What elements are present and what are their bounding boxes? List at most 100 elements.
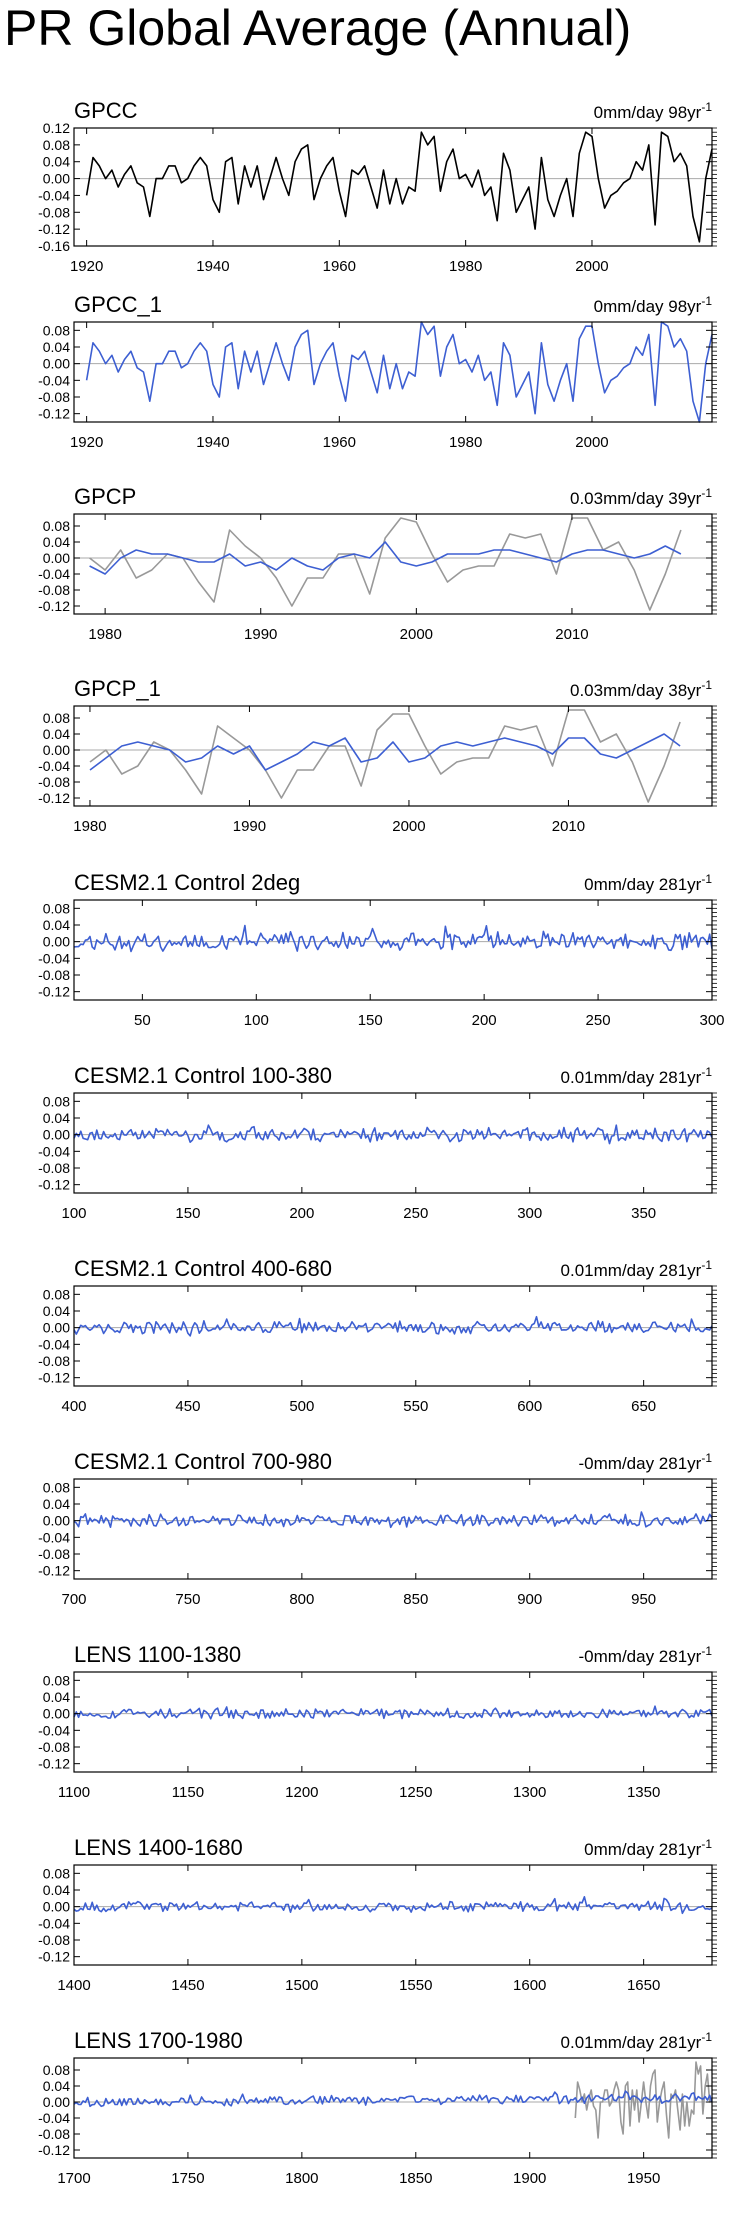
series-line-0 (73, 1705, 713, 1720)
x-tick-label: 1450 (171, 1977, 204, 1994)
y-tick-label: -0.12 (38, 984, 70, 1000)
y-tick-label: -0.04 (38, 1529, 70, 1545)
series-line-1 (89, 541, 682, 575)
x-tick-label: 250 (403, 1205, 428, 1222)
y-tick-label: -0.04 (38, 1336, 70, 1352)
y-tick-label: 0.00 (43, 550, 70, 566)
x-tick-label: 1920 (70, 434, 103, 451)
chart-title: LENS 1400-1680 (74, 1835, 243, 1860)
x-tick-label: 1990 (233, 818, 266, 835)
chart-panel-3: GPCP_1 0.03mm/day 38yr-1 0.080.040.00-0.04… (38, 676, 717, 835)
y-tick-label: 0.04 (43, 1303, 70, 1319)
series-line-0 (574, 2061, 713, 2139)
chart-panel-0: GPCC 0mm/day 98yr-10.120.080.040.00-0.04-… (38, 98, 717, 275)
x-tick-label: 1960 (323, 434, 356, 451)
y-tick-label: -0.08 (38, 967, 70, 983)
series-line-0 (73, 1124, 713, 1145)
x-tick-label: 1850 (399, 2170, 432, 2187)
x-tick-label: 1150 (172, 1784, 204, 1801)
x-tick-label: 1960 (323, 258, 356, 275)
series-line-1 (73, 2090, 713, 2108)
chart-panel-5: CESM2.1 Control 100-380 0.01mm/day 281yr-… (38, 1063, 717, 1222)
y-tick-label: 0.00 (43, 1320, 70, 1336)
chart-panel-9: LENS 1400-1680 0mm/day 281yr-1 0.080.040.0… (38, 1835, 717, 1994)
y-tick-label: 0.04 (43, 339, 70, 355)
x-tick-label: 1550 (399, 1977, 432, 1994)
x-tick-label: 800 (289, 1591, 314, 1608)
y-tick-label: 0.08 (43, 2062, 70, 2078)
y-tick-label: -0.08 (38, 389, 70, 405)
chart-stat-label: -0mm/day 281yr-1 (579, 1644, 713, 1666)
series-line-0 (85, 321, 713, 423)
x-tick-label: 750 (175, 1591, 200, 1608)
y-tick-label: 0.08 (43, 900, 70, 916)
x-tick-label: 150 (175, 1205, 200, 1222)
x-tick-label: 300 (517, 1205, 542, 1222)
y-tick-label: 0.08 (43, 1672, 70, 1688)
plot-frame (73, 321, 713, 423)
x-tick-label: 500 (289, 1398, 314, 1415)
x-tick-label: 850 (403, 1591, 428, 1608)
x-tick-label: 200 (289, 1205, 314, 1222)
x-tick-label: 2000 (400, 626, 433, 643)
series-line-0 (89, 709, 681, 803)
y-tick-label: 0.04 (43, 917, 70, 933)
chart-panel-4: CESM2.1 Control 2deg 0mm/day 281yr-10.080… (38, 870, 724, 1029)
y-tick-label: 0.00 (43, 1127, 70, 1143)
series-line-0 (73, 1315, 713, 1337)
x-tick-label: 150 (358, 1012, 383, 1029)
plot-frame (73, 1864, 713, 1966)
y-tick-label: 0.04 (43, 154, 70, 170)
y-tick-label: 0.00 (43, 1513, 70, 1529)
y-tick-label: -0.08 (38, 1739, 70, 1755)
y-tick-label: -0.04 (38, 566, 70, 582)
y-tick-label: 0.04 (43, 2078, 70, 2094)
x-tick-label: 1350 (627, 1784, 660, 1801)
y-tick-label: 0.08 (43, 1479, 70, 1495)
x-tick-label: 450 (175, 1398, 200, 1415)
y-tick-label: 0.08 (43, 710, 70, 726)
y-tick-label: -0.04 (38, 1722, 70, 1738)
y-tick-label: 0.00 (43, 1899, 70, 1915)
chart-title: GPCP (74, 484, 136, 509)
x-tick-label: 1990 (244, 626, 277, 643)
y-tick-label: 0.04 (43, 726, 70, 742)
x-tick-label: 200 (472, 1012, 497, 1029)
y-tick-label: -0.12 (38, 1756, 70, 1772)
plot-frame (73, 705, 713, 807)
x-tick-label: 1650 (627, 1977, 660, 1994)
x-tick-label: 1940 (196, 258, 229, 275)
chart-stat-label: -0mm/day 281yr-1 (579, 1451, 713, 1473)
x-tick-label: 2000 (392, 818, 425, 835)
x-tick-label: 1940 (196, 434, 229, 451)
y-tick-label: -0.04 (38, 1915, 70, 1931)
y-tick-label: -0.04 (38, 950, 70, 966)
x-tick-label: 2000 (575, 434, 608, 451)
chart-stat-label: 0.01mm/day 281yr-1 (561, 2030, 713, 2052)
x-tick-label: 2000 (575, 258, 608, 275)
x-tick-label: 700 (61, 1591, 86, 1608)
x-tick-label: 1950 (627, 2170, 660, 2187)
x-tick-label: 400 (61, 1398, 86, 1415)
chart-title: CESM2.1 Control 100-380 (74, 1063, 332, 1088)
x-tick-label: 1100 (58, 1784, 90, 1801)
plot-frame (73, 513, 713, 615)
x-tick-label: 1980 (449, 258, 482, 275)
y-tick-label: 0.04 (43, 1496, 70, 1512)
series-line-0 (73, 1896, 713, 1915)
x-tick-label: 650 (631, 1398, 656, 1415)
chart-title: LENS 1700-1980 (74, 2028, 243, 2053)
chart-stat-label: 0.01mm/day 281yr-1 (561, 1065, 713, 1087)
chart-title: GPCP_1 (74, 676, 161, 701)
chart-title: GPCC (74, 98, 138, 123)
chart-stat-label: 0mm/day 281yr-1 (584, 1837, 712, 1859)
y-tick-label: 0.00 (43, 356, 70, 372)
y-tick-label: 0.00 (43, 1706, 70, 1722)
y-tick-label: -0.12 (38, 1949, 70, 1965)
x-tick-label: 600 (517, 1398, 542, 1415)
y-tick-label: 0.08 (43, 518, 70, 534)
y-tick-label: 0.04 (43, 1110, 70, 1126)
chart-panel-6: CESM2.1 Control 400-680 0.01mm/day 281yr-… (38, 1256, 717, 1415)
y-tick-label: -0.08 (38, 582, 70, 598)
